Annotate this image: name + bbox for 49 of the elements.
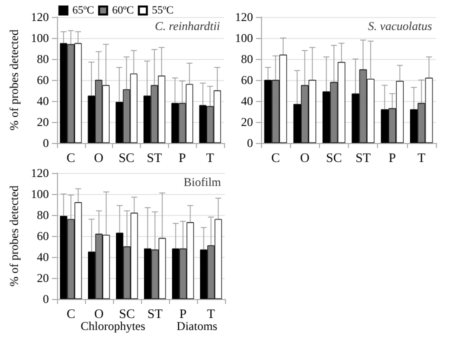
legend-label: 60ºC <box>112 4 134 16</box>
y-tick-label: 20 <box>36 271 49 285</box>
chart-title: Biofilm <box>184 175 222 189</box>
x-tick-label: T <box>206 150 214 165</box>
chart-title: C. reinhardtii <box>154 19 220 33</box>
y-tick-label: 60 <box>241 73 253 87</box>
y-tick-label: 100 <box>30 31 49 45</box>
x-tick-label: SC <box>326 150 342 165</box>
x-tick-label: P <box>388 150 396 165</box>
y-tick-label: 80 <box>241 52 253 66</box>
text: Chlorophytes <box>80 319 146 333</box>
x-tick-label: ST <box>355 150 371 165</box>
y-tick-label: 40 <box>36 94 49 108</box>
x-tick-label: P <box>178 150 186 165</box>
x-tick-label: SC <box>118 306 135 321</box>
text: Diatoms <box>176 319 218 333</box>
x-tick-label: P <box>179 306 187 321</box>
y-tick-label: 100 <box>30 187 49 201</box>
x-tick-label: T <box>207 306 216 321</box>
y-tick-label: 80 <box>36 208 49 222</box>
y-tick-label: 20 <box>36 115 49 129</box>
y-tick-label: 0 <box>42 292 49 306</box>
x-tick-label: C <box>66 150 76 165</box>
y-tick-label: 120 <box>30 166 49 180</box>
x-tick-label: O <box>94 150 104 165</box>
x-tick-label: ST <box>147 306 163 321</box>
chart-title: S. vacuolatus <box>368 19 432 33</box>
y-tick-label: 120 <box>235 10 253 24</box>
y-tick-label: 60 <box>36 73 49 87</box>
y-tick-label: 40 <box>241 94 253 108</box>
y-tick-label: 0 <box>42 136 49 150</box>
y-tick-label: 100 <box>235 31 253 45</box>
y-tick-label: 40 <box>36 250 49 264</box>
x-tick-label: O <box>300 150 310 165</box>
legend-label: 65ºC <box>72 4 94 16</box>
y-axis-title: % of probes detected <box>7 186 21 286</box>
y-tick-label: 60 <box>36 229 49 243</box>
y-tick-label: 20 <box>241 115 253 129</box>
legend-label: 55ºC <box>152 4 174 16</box>
x-tick-label: O <box>94 306 104 321</box>
x-tick-label: C <box>66 306 76 321</box>
x-tick-label: ST <box>146 150 162 165</box>
y-tick-label: 0 <box>247 136 253 150</box>
x-tick-label: C <box>271 150 280 165</box>
y-tick-label: 120 <box>30 10 49 24</box>
x-tick-label: SC <box>118 150 134 165</box>
y-tick-label: 80 <box>36 52 49 66</box>
x-tick-label: T <box>417 150 426 165</box>
y-axis-title: % of probes detected <box>7 30 21 130</box>
